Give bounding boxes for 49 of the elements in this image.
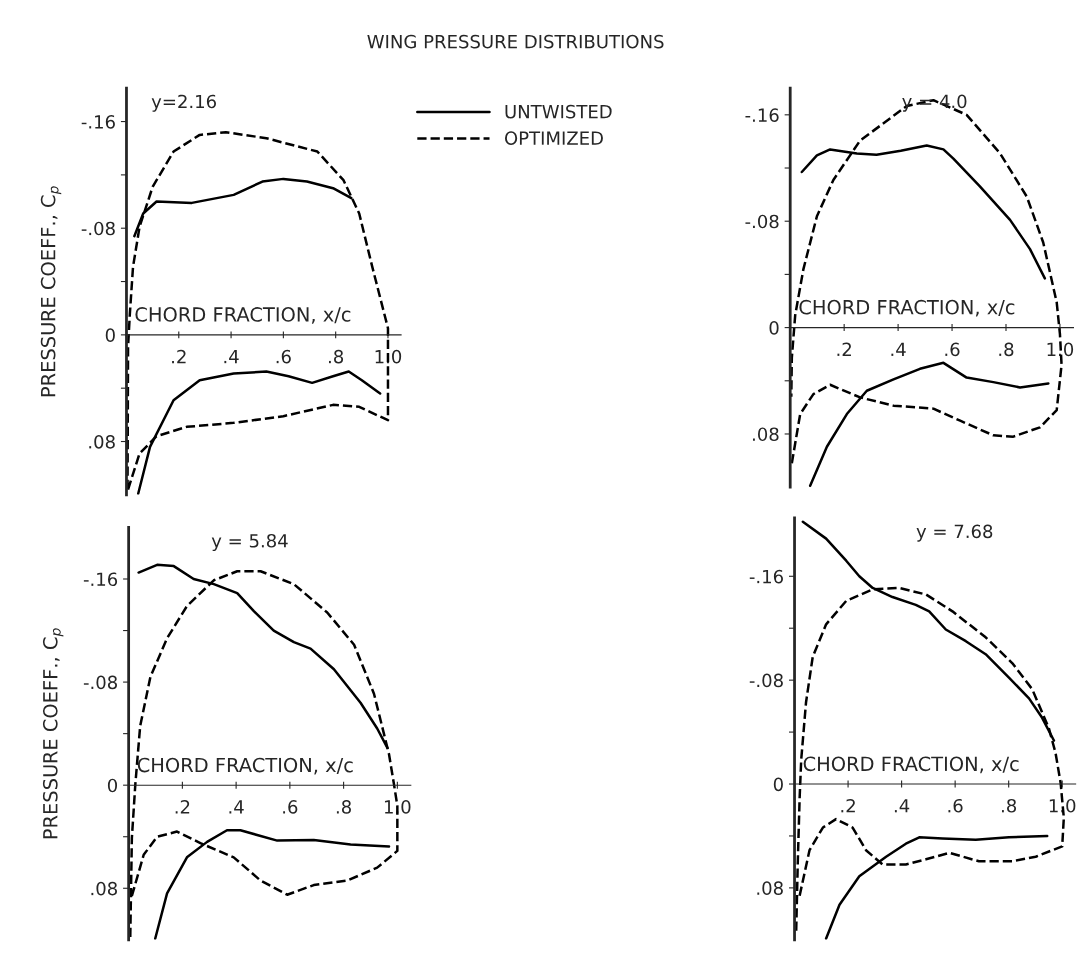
y-tick-label: 0: [105, 328, 115, 342]
y-tick-label: -.16: [81, 115, 115, 129]
line-series: [133, 177, 353, 238]
x-tick-label: .6: [276, 349, 291, 364]
y-tick-label: -.08: [81, 221, 115, 236]
y-axis-title: PRESSURE COEFF., C$_{p}$: [40, 186, 62, 397]
y-tick-label: -.08: [745, 214, 779, 229]
y-tick-label: 0: [107, 778, 118, 793]
x-axis-title: CHORD FRACTION, x/c: [135, 307, 351, 324]
x-tick-label: .2: [172, 349, 186, 364]
y-tick-label: 0: [773, 777, 783, 792]
x-tick-label: .4: [894, 799, 910, 813]
chart-subtitle: y = 5.84: [211, 533, 288, 552]
x-tick-label: 1.0: [384, 800, 411, 814]
x-axis-title: CHORD FRACTION, x/c: [799, 299, 1015, 317]
y-tick-label: -.16: [749, 569, 783, 584]
y-tick-label: 0: [769, 321, 779, 335]
y-axis-title: PRESSURE COEFF., C$_{p}$: [42, 628, 64, 839]
line-series: [800, 144, 1047, 280]
chart-subtitle: y=2.16: [151, 94, 217, 112]
x-tick-label: 1.0: [1049, 798, 1076, 813]
x-tick-label: .6: [283, 800, 298, 814]
x-tick-label: 1.0: [1047, 342, 1074, 357]
y-tick-label: .08: [89, 434, 115, 449]
y-tick-label: -.08: [749, 673, 783, 688]
x-axis-title: CHORD FRACTION, x/c: [803, 756, 1019, 774]
y-tick-label: .08: [91, 881, 117, 896]
y-tick-label: -.08: [83, 675, 117, 690]
y-tick-label: -.16: [83, 572, 118, 587]
x-axis-title: CHORD FRACTION, x/c: [137, 757, 353, 775]
chart-subtitle: y = 7.68: [916, 524, 993, 542]
text: WING PRESSURE DISTRIBUTIONS: [367, 34, 664, 49]
x-tick-label: .8: [336, 800, 351, 814]
y-tick-label: .08: [753, 427, 779, 442]
x-tick-label: .6: [945, 342, 960, 357]
x-tick-label: .8: [328, 349, 344, 364]
x-tick-label: .4: [224, 350, 239, 364]
x-tick-label: .2: [841, 798, 855, 813]
x-tick-label: .4: [229, 800, 244, 814]
x-tick-label: .8: [1001, 798, 1017, 813]
y-tick-label: .08: [757, 881, 783, 895]
legend-label: OPTIMIZED: [504, 131, 603, 145]
x-tick-label: .2: [837, 342, 851, 356]
y-tick-label: -.16: [745, 108, 779, 122]
x-tick-label: .8: [999, 342, 1014, 357]
x-tick-label: .6: [948, 798, 963, 813]
x-tick-label: .4: [891, 342, 906, 356]
legend-label: UNTWISTED: [505, 104, 612, 119]
x-tick-label: .2: [175, 800, 190, 814]
